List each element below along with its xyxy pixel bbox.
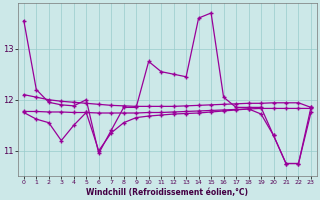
X-axis label: Windchill (Refroidissement éolien,°C): Windchill (Refroidissement éolien,°C) xyxy=(86,188,248,197)
